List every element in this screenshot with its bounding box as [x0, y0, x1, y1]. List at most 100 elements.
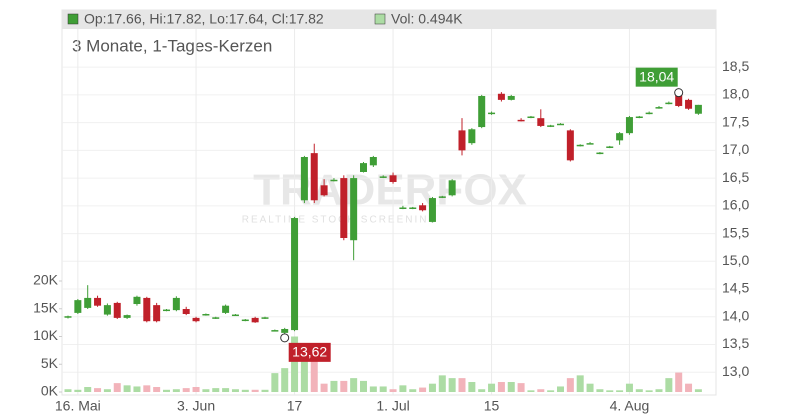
candle-body — [300, 157, 308, 201]
extreme-marker — [280, 333, 290, 343]
volume-bar — [271, 373, 279, 393]
candle-body — [251, 317, 259, 323]
candle-body — [64, 316, 72, 318]
x-tick-label: 16. Mai — [55, 398, 101, 414]
candle-body — [350, 178, 358, 241]
y-tick-label: 18,5 — [722, 58, 749, 74]
volume-bar — [557, 386, 564, 393]
x-tick-label: 1. Jul — [376, 398, 409, 414]
candle-body — [330, 179, 338, 182]
candle-body — [655, 107, 663, 109]
volume-bar — [261, 389, 269, 393]
y2-tick-label: 10K — [33, 327, 59, 343]
candle-body — [419, 205, 427, 211]
candle-body — [557, 123, 564, 126]
candle-body — [625, 117, 633, 134]
candle-body — [74, 300, 82, 313]
volume-bar — [517, 383, 525, 393]
volume-bar — [694, 389, 702, 393]
volume-bar — [113, 383, 121, 393]
volume-bar — [675, 372, 683, 393]
volume-bar — [527, 390, 535, 393]
candle-body — [616, 133, 624, 141]
candle-body — [340, 178, 348, 239]
candle-body — [399, 207, 407, 209]
candle-body — [685, 99, 693, 109]
candle-body — [143, 297, 151, 322]
volume-bar — [507, 382, 515, 393]
candle-body — [192, 317, 200, 322]
candle-body — [133, 296, 141, 305]
volume-bar — [478, 389, 486, 393]
y-tick-label: 16,0 — [722, 197, 749, 213]
candle-body — [153, 305, 161, 322]
candle-body — [694, 104, 702, 114]
volume-bar — [182, 388, 190, 393]
y-tick-label: 15,0 — [722, 252, 749, 268]
volume-bar — [143, 385, 151, 393]
candle-body — [291, 218, 299, 331]
candle-body — [527, 116, 535, 119]
volume-bar — [133, 386, 141, 393]
volume-bar — [222, 388, 230, 393]
volume-bar — [448, 378, 456, 393]
candle-body — [645, 112, 653, 115]
annotation-label: 18,04 — [639, 68, 674, 84]
candle-body — [665, 102, 673, 105]
volume-bar — [340, 380, 348, 393]
x-tick-label: 3. Jun — [177, 398, 215, 414]
candle-body — [222, 305, 230, 313]
header-ohlc: Op:17.66, Hi:17.82, Lo:17.64, Cl:17.82 — [84, 11, 324, 27]
volume-bar — [310, 353, 318, 393]
volume-bar — [635, 389, 643, 393]
volume-bar — [419, 387, 427, 393]
candle-body — [389, 175, 397, 182]
volume-bar — [428, 383, 436, 393]
candle-body — [123, 315, 131, 318]
volume-bar — [369, 386, 377, 393]
candle-body — [586, 143, 594, 145]
annotation-box — [288, 342, 331, 362]
volume-bar — [360, 380, 367, 393]
volume-bar — [586, 383, 594, 393]
header-bar — [62, 10, 716, 29]
volume-bar — [330, 380, 338, 393]
volume-bar — [74, 389, 82, 393]
y-tick-label: 13,0 — [722, 363, 749, 379]
volume-bar — [64, 389, 72, 393]
x-tick-label: 17 — [287, 398, 303, 414]
candle-body — [360, 163, 367, 172]
candle-body — [488, 112, 496, 115]
volume-bar — [468, 382, 476, 393]
candle-body — [458, 130, 466, 151]
volume-bar — [291, 336, 299, 393]
volume-bar — [616, 390, 624, 393]
volume-bar — [202, 389, 210, 393]
volume-bar — [596, 389, 604, 393]
volume-bar — [163, 389, 170, 393]
y-tick-label: 17,5 — [722, 113, 749, 129]
candle-body — [320, 185, 328, 196]
volume-bar — [655, 389, 663, 393]
header-volume: Vol: 0.494K — [391, 11, 463, 27]
candle-body — [428, 198, 436, 222]
x-tick-label: 4. Aug — [610, 398, 650, 414]
candle-body — [231, 314, 239, 317]
candle-body — [94, 297, 102, 306]
candle-body — [596, 152, 604, 155]
candle-body — [379, 176, 387, 178]
volume-bar — [350, 378, 358, 393]
volume-bar — [192, 387, 200, 393]
candle-body — [468, 129, 476, 144]
subtitle: 3 Monate, 1-Tages-Kerzen — [72, 36, 272, 55]
volume-bar — [320, 383, 328, 393]
candle-body — [517, 119, 525, 122]
volume-bar — [685, 383, 693, 393]
candle-body — [635, 116, 643, 119]
y2-tick-label: 20K — [33, 272, 59, 288]
volume-bar — [438, 375, 446, 393]
candle-body — [103, 305, 111, 315]
volume-bar — [488, 383, 496, 393]
